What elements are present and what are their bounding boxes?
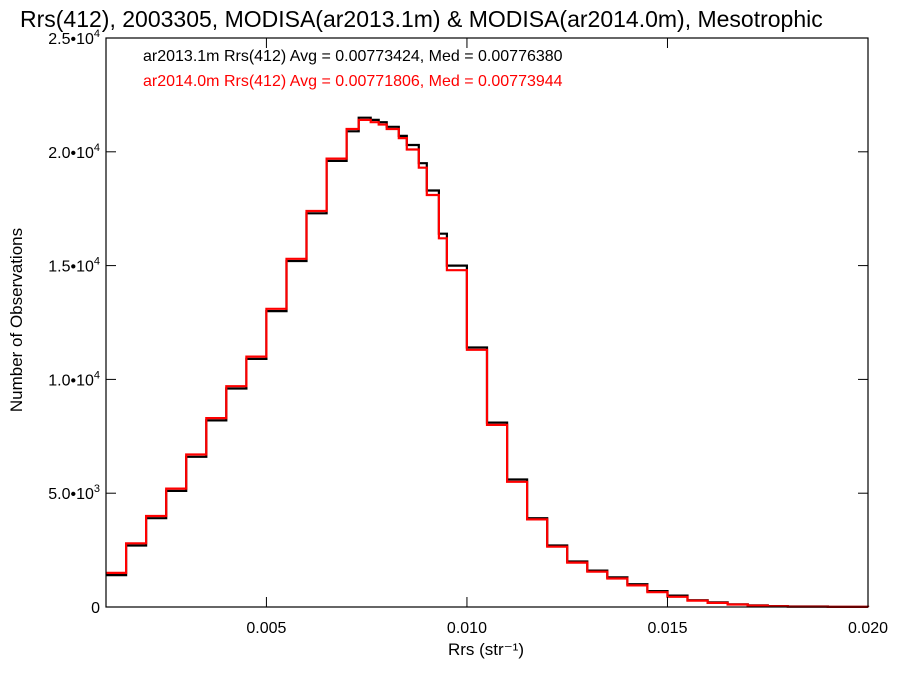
x-tick-label: 0.010: [447, 620, 487, 637]
plot-frame: [105, 37, 869, 608]
y-tick-label: 1.0•104: [48, 369, 100, 389]
legend: ar2013.1m Rrs(412) Avg = 0.00773424, Med…: [143, 48, 563, 90]
series-layer: [106, 116, 870, 608]
y-tick-label: 2.5•104: [48, 28, 100, 48]
series-line-2: [106, 118, 870, 608]
legend-entry-1: ar2013.1m Rrs(412) Avg = 0.00773424, Med…: [143, 48, 563, 65]
x-tick-label: 0.020: [848, 620, 888, 637]
y-tick-label: 0: [91, 600, 100, 617]
x-tick-label: 0.015: [647, 620, 687, 637]
y-tick-label: 1.5•104: [48, 256, 100, 276]
x-axis-label: Rrs (str⁻¹): [448, 640, 524, 659]
axes-layer: 0.005 0.010 0.015 0.020 0 5.0•103 1.0•104 1.5•1…: [48, 28, 888, 637]
chart-title: Rrs(412), 2003305, MODISA(ar2013.1m) & M…: [20, 6, 823, 32]
x-tick-label: 0.005: [246, 620, 286, 637]
legend-entry-2: ar2014.0m Rrs(412) Avg = 0.00771806, Med…: [143, 73, 563, 90]
y-tick-label: 5.0•103: [48, 483, 100, 503]
y-tick-label: 2.0•104: [48, 142, 100, 162]
y-axis-label: Number of Observations: [7, 228, 26, 412]
